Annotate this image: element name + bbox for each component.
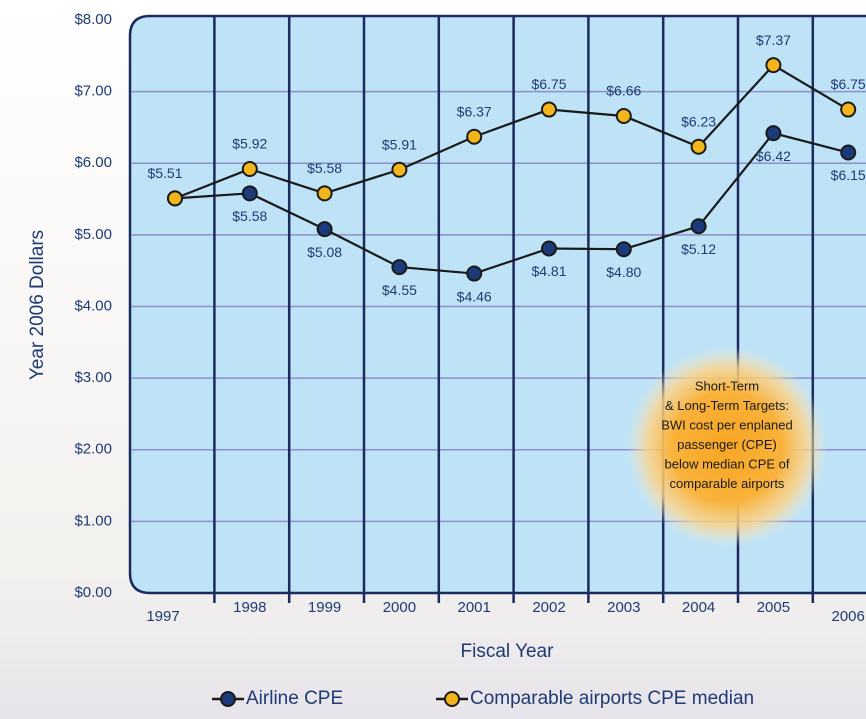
data-label: $5.92 <box>232 136 267 152</box>
callout-badge <box>627 347 827 547</box>
data-point <box>316 221 333 238</box>
legend: Airline CPE Comparable airports CPE media… <box>212 688 754 709</box>
data-label: $6.15 <box>831 167 866 183</box>
data-point <box>765 125 782 142</box>
data-label: $5.51 <box>147 165 182 181</box>
data-label: $5.12 <box>681 241 716 257</box>
series-line <box>174 131 849 275</box>
x-tick-label: 2004 <box>682 599 715 616</box>
data-point <box>466 265 483 282</box>
data-point <box>241 185 258 202</box>
data-point <box>690 138 707 155</box>
data-point <box>541 240 557 257</box>
legend-label: Comparable airports CPE median <box>470 688 754 709</box>
data-label: $4.46 <box>457 288 492 304</box>
y-tick-label: $3.00 <box>74 369 112 386</box>
data-point <box>316 185 333 202</box>
x-tick-label: 2003 <box>607 599 640 616</box>
data-point <box>241 160 258 177</box>
x-tick-label: 2006 <box>832 608 865 625</box>
annotation-line: below median CPE of <box>664 456 789 471</box>
series-line <box>174 63 849 200</box>
y-tick-label: $5.00 <box>74 226 112 243</box>
x-tick-label: 2005 <box>757 599 790 616</box>
data-point <box>690 218 707 235</box>
x-tick-label: 1997 <box>146 608 179 625</box>
x-tick-label: 2001 <box>458 599 491 616</box>
data-label: $6.23 <box>681 113 716 129</box>
data-label: $4.55 <box>382 282 417 298</box>
data-point <box>541 101 557 118</box>
data-label: $5.91 <box>382 136 417 152</box>
y-tick-label: $6.00 <box>74 154 112 171</box>
data-point <box>840 101 857 118</box>
x-tick-label: 1998 <box>233 599 266 616</box>
legend-marker <box>444 691 460 707</box>
x-tick-label: 2000 <box>383 599 416 616</box>
annotation-line: BWI cost per enplaned <box>661 417 793 432</box>
data-label: $5.08 <box>307 244 342 260</box>
data-point <box>391 259 408 276</box>
data-label: $4.81 <box>531 263 566 279</box>
legend-label: Airline CPE <box>246 688 343 709</box>
annotation-line: Short-Term <box>695 378 759 393</box>
data-point <box>615 107 632 124</box>
annotation: Short-Term & Long-Term Targets: BWI cost p… <box>661 378 793 491</box>
legend-marker <box>220 691 236 707</box>
marks: $5.58 $5.08 $4.55 $4.46 $4.81 $4.80 $5.12 $6.42… <box>147 32 865 304</box>
annotation-line: passenger (CPE) <box>677 437 777 452</box>
data-label: $5.58 <box>307 160 342 176</box>
y-tick-label: $4.00 <box>74 297 112 314</box>
y-axis-label: Year 2006 Dollars <box>27 230 48 380</box>
data-label: $5.58 <box>232 208 267 224</box>
data-point <box>615 241 632 258</box>
annotation-line: comparable airports <box>670 476 785 491</box>
annotation-line: & Long-Term Targets: <box>665 398 789 413</box>
data-label: $4.80 <box>606 264 641 280</box>
data-point <box>765 57 782 74</box>
y-tick-label: $1.00 <box>74 512 112 529</box>
grid <box>131 16 866 603</box>
data-label: $6.75 <box>831 76 866 92</box>
data-label: $6.66 <box>606 83 641 99</box>
data-point <box>167 190 183 207</box>
data-label: $7.37 <box>756 32 791 48</box>
y-tick-label: $8.00 <box>74 11 112 28</box>
data-label: $6.75 <box>531 76 566 92</box>
y-tick-label: $0.00 <box>74 584 112 601</box>
data-point <box>840 144 857 161</box>
x-tick-label: 2002 <box>532 599 565 616</box>
data-point <box>391 161 408 178</box>
y-tick-label: $2.00 <box>74 441 112 458</box>
data-label: $6.37 <box>457 103 492 119</box>
x-axis-label: Fiscal Year <box>461 641 555 662</box>
y-tick-label: $7.00 <box>74 83 112 100</box>
data-point <box>466 128 483 145</box>
data-label: $6.42 <box>756 148 791 164</box>
x-tick-label: 1999 <box>308 599 341 616</box>
